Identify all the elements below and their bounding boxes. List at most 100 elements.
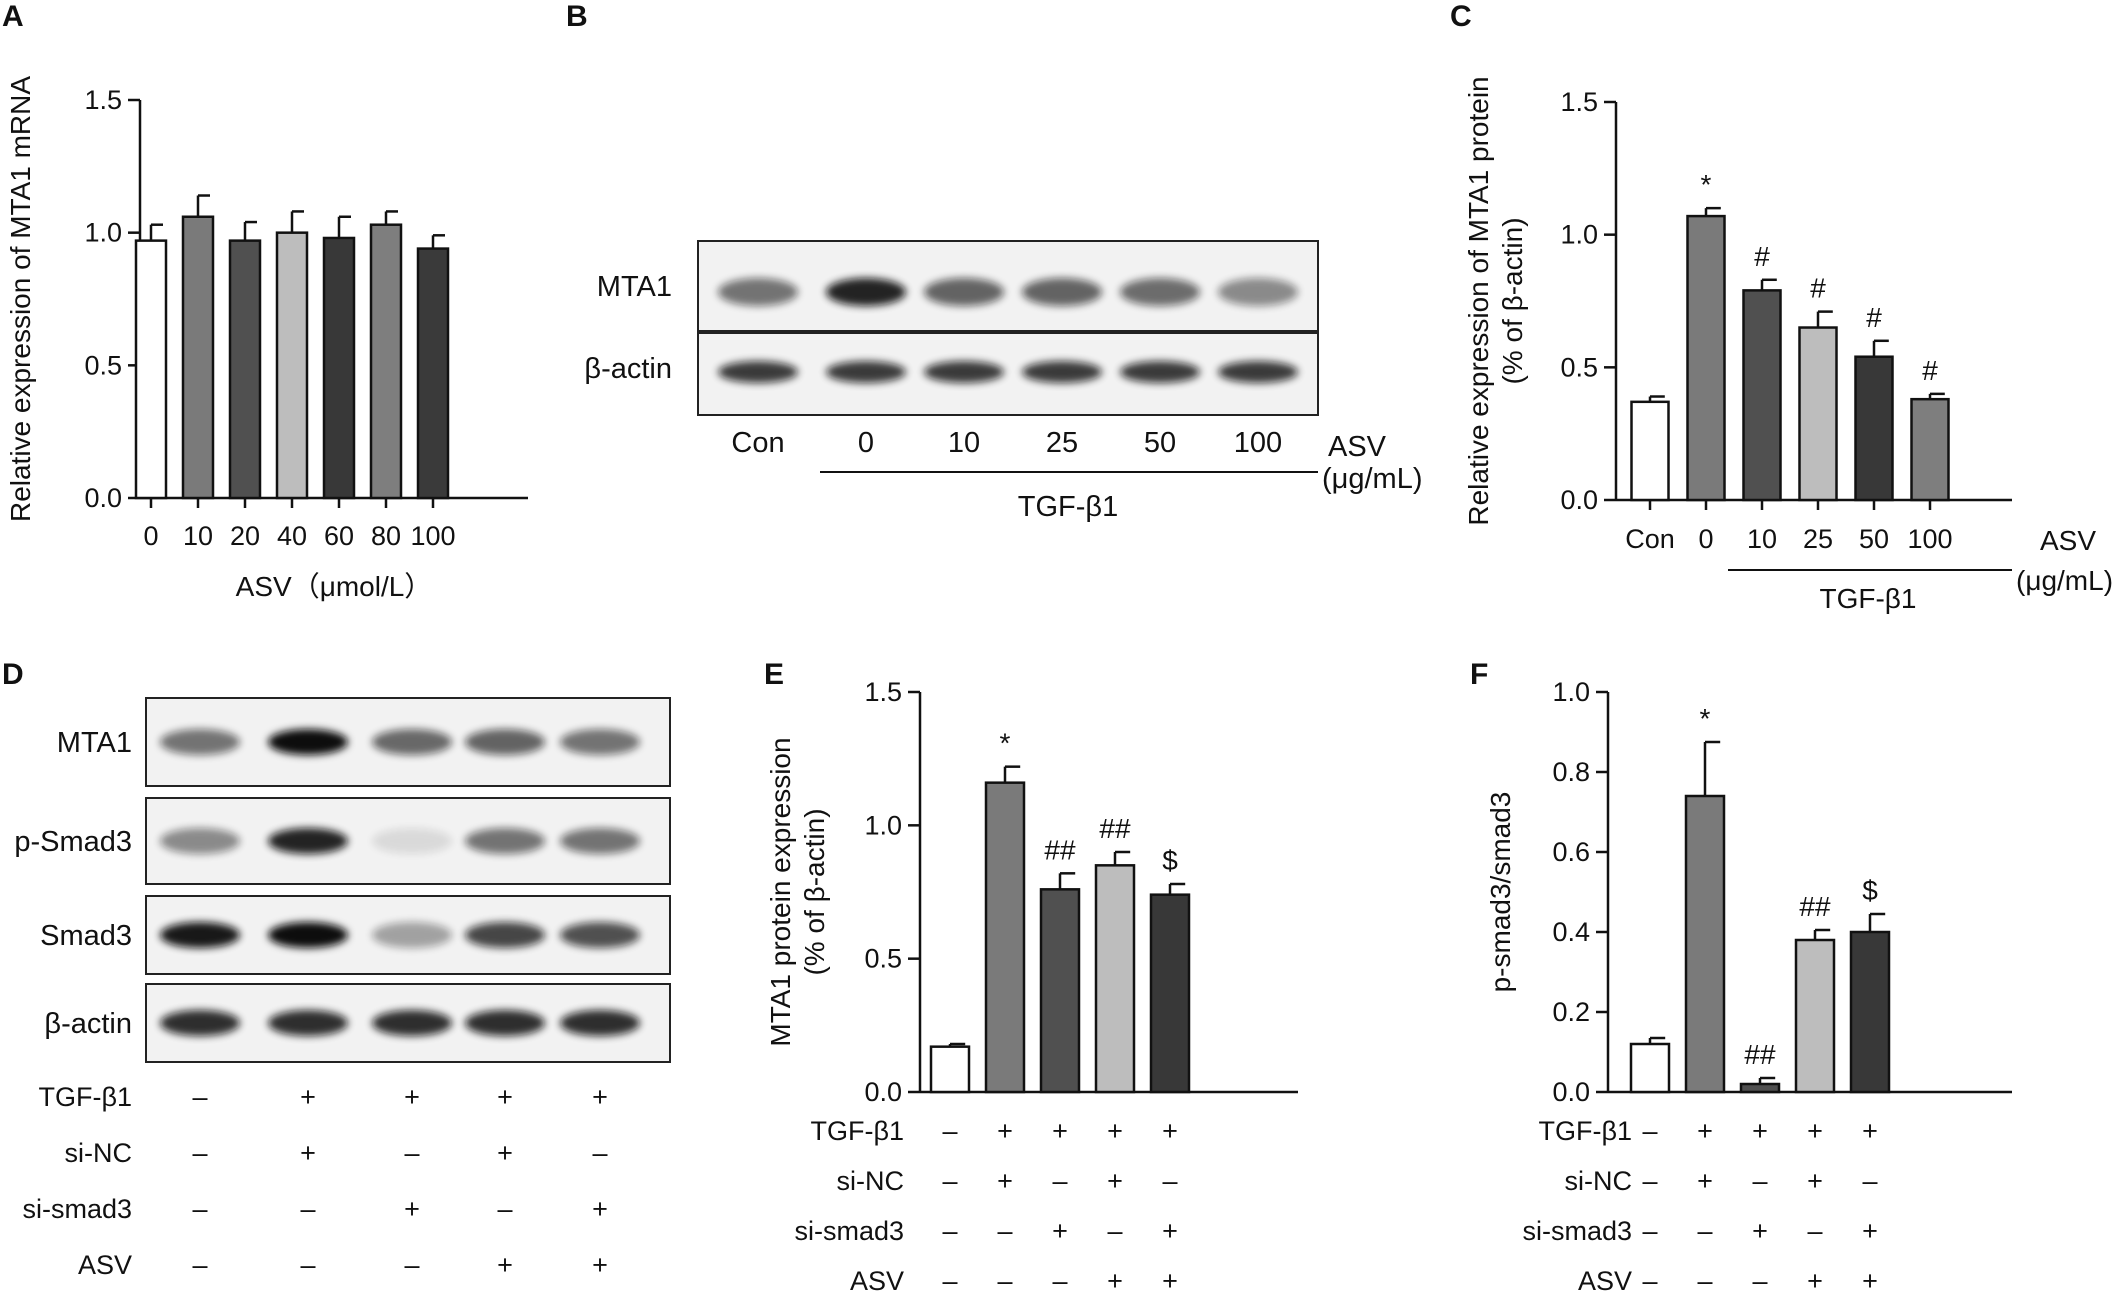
blot-b-dose-unit: (μg/mL) — [1322, 463, 1423, 495]
blot-d-condition-symbol: – — [192, 1082, 207, 1112]
y-tick-label: 1.5 — [1560, 87, 1598, 117]
blot-d-condition-symbol: – — [300, 1194, 315, 1224]
condition-symbol: – — [1752, 1166, 1767, 1196]
blot-band — [268, 828, 348, 854]
condition-symbol: – — [1052, 1266, 1067, 1296]
blot-d-condition-label: ASV — [78, 1250, 132, 1280]
y-tick-label: 1.5 — [84, 85, 122, 115]
significance-label: * — [1700, 703, 1711, 734]
blot-d-condition-symbol: – — [192, 1250, 207, 1280]
condition-symbol: – — [1162, 1166, 1177, 1196]
bar — [1039, 888, 1081, 1094]
bar — [1794, 938, 1836, 1094]
condition-symbol: + — [1807, 1266, 1823, 1296]
blot-band — [718, 361, 798, 383]
panel-letter-e: E — [764, 658, 784, 691]
x-tick-label: 10 — [1747, 524, 1777, 554]
condition-symbol: + — [1862, 1266, 1878, 1296]
x-tick-label: 100 — [410, 521, 455, 551]
blot-d-condition-symbol: + — [497, 1082, 513, 1112]
blot-b-label-mta1: MTA1 — [597, 271, 672, 303]
blot-band — [372, 1010, 452, 1036]
blot-d: MTA1 p-Smad3 Smad3 β-actin TGF-β1 – + + + + si-NC… — [14, 697, 671, 1280]
blot-b-lane-label: 25 — [1046, 427, 1078, 459]
blot-band — [826, 278, 906, 306]
x-tick-label: 100 — [1907, 524, 1952, 554]
blot-band — [924, 278, 1004, 306]
blot-band — [560, 828, 640, 854]
bar — [984, 781, 1026, 1094]
condition-row-label: si-smad3 — [794, 1216, 904, 1246]
condition-symbol: – — [1697, 1266, 1712, 1296]
blot-d-condition-symbol: + — [497, 1250, 513, 1280]
significance-label: # — [1754, 241, 1770, 272]
y-axis-title: Relative expression of MTA1 mRNA — [5, 76, 36, 522]
bar — [369, 223, 403, 500]
chart-c: 0.0 0.5 1.0 1.5 Relative expression of MTA1 … — [1463, 76, 2012, 554]
condition-symbol: + — [1752, 1216, 1768, 1246]
significance-label: # — [1866, 302, 1882, 333]
bar — [1854, 355, 1894, 502]
panel-letter-f: F — [1470, 658, 1488, 691]
bar — [1629, 1042, 1671, 1094]
bar — [1798, 326, 1838, 502]
bar — [1094, 864, 1136, 1094]
condition-symbol: – — [1642, 1116, 1657, 1146]
blot-band — [1218, 361, 1298, 383]
condition-row-label: TGF-β1 — [810, 1116, 904, 1146]
blot-d-condition-symbol: + — [404, 1194, 420, 1224]
condition-row-label: si-NC — [1565, 1166, 1633, 1196]
bar — [1849, 930, 1891, 1094]
blot-b-membrane-beta-actin — [697, 332, 1319, 416]
x-tick-label: 40 — [277, 521, 307, 551]
y-axis-title: Relative expression of MTA1 protein — [1463, 76, 1494, 525]
condition-symbol: + — [1162, 1266, 1178, 1296]
condition-symbol: – — [942, 1166, 957, 1196]
significance-label: # — [1922, 355, 1938, 386]
bar — [228, 239, 262, 500]
blot-d-condition-symbol: + — [592, 1250, 608, 1280]
blot-band — [1120, 361, 1200, 383]
condition-symbol: + — [1107, 1116, 1123, 1146]
chart-c-treatment-label: TGF-β1 — [1820, 583, 1917, 614]
condition-symbol: + — [1807, 1116, 1823, 1146]
bar — [1684, 794, 1726, 1094]
blot-band — [160, 729, 240, 755]
y-tick-label: 0.5 — [1560, 352, 1598, 382]
blot-d-condition-symbol: + — [592, 1194, 608, 1224]
bar — [275, 231, 309, 500]
blot-b-lane-label: 100 — [1234, 427, 1282, 459]
y-tick-label: 0.0 — [1552, 1077, 1590, 1107]
blot-band — [268, 729, 348, 755]
x-tick-label: 0 — [1698, 524, 1713, 554]
chart-c-dose-unit: (μg/mL) — [2016, 565, 2113, 596]
y-axis-title: MTA1 protein expression — [765, 737, 796, 1046]
blot-band — [826, 361, 906, 383]
blot-band — [372, 922, 452, 948]
blot-band — [718, 278, 798, 306]
blot-band — [160, 828, 240, 854]
y-tick-label: 0.4 — [1552, 917, 1590, 947]
y-tick-label: 0.0 — [864, 1077, 902, 1107]
blot-d-condition-symbol: – — [404, 1250, 419, 1280]
condition-symbol: – — [997, 1266, 1012, 1296]
chart-e: 0.0 0.5 1.0 1.5 MTA1 protein expression (% of… — [765, 677, 1298, 1296]
panel-letter-b: B — [566, 0, 588, 33]
condition-row-label: si-smad3 — [1522, 1216, 1632, 1246]
y-tick-label: 1.0 — [864, 810, 902, 840]
y-axis-title: (% of β-actin) — [1497, 217, 1528, 384]
blot-band — [268, 1010, 348, 1036]
blot-b-dose-label: ASV — [1328, 431, 1387, 463]
bar — [416, 247, 450, 500]
bar — [1742, 289, 1782, 502]
significance-label: ## — [1099, 813, 1131, 844]
chart-c-dose-label: ASV — [2040, 525, 2096, 556]
condition-symbol: – — [942, 1116, 957, 1146]
condition-symbol: – — [942, 1216, 957, 1246]
significance-label: $ — [1162, 845, 1178, 876]
blot-d-condition-symbol: + — [300, 1138, 316, 1168]
blot-d-condition-label: si-smad3 — [22, 1194, 132, 1224]
y-tick-label: 0.5 — [864, 944, 902, 974]
x-tick-label: 80 — [371, 521, 401, 551]
condition-symbol: – — [1052, 1166, 1067, 1196]
